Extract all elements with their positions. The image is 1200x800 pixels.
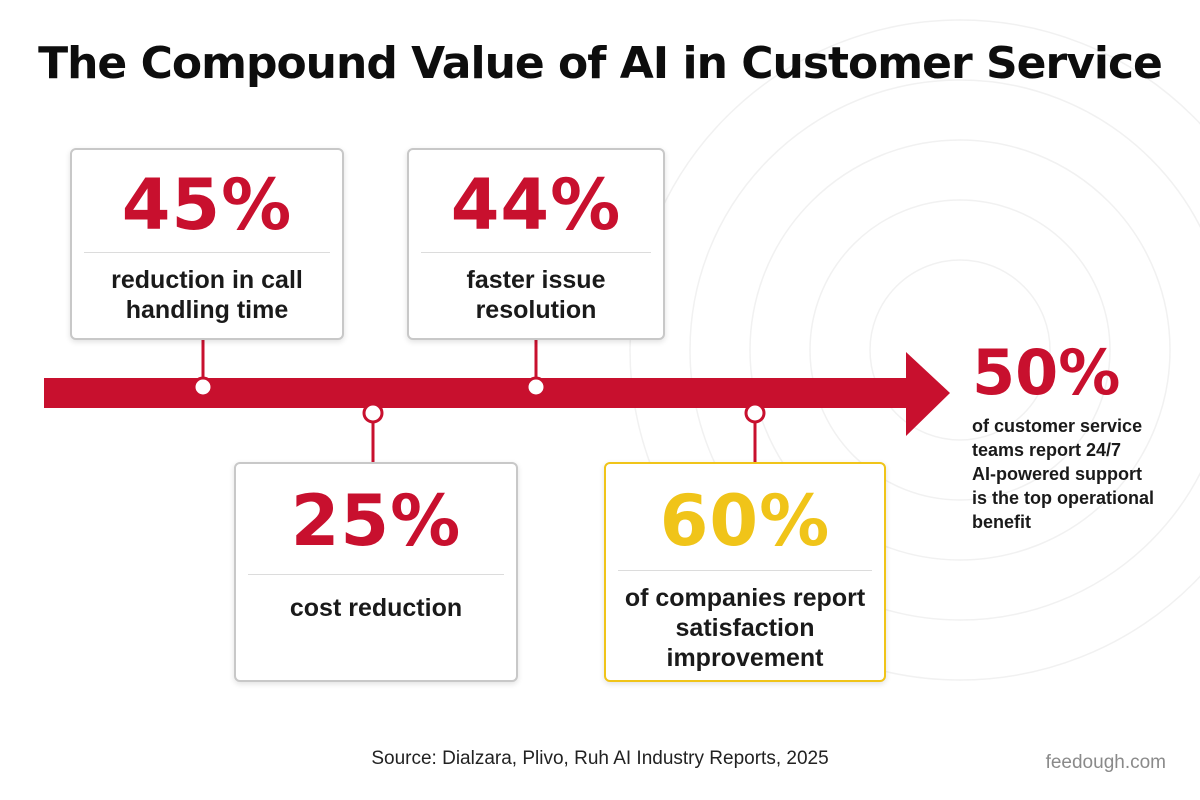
stat-label: faster issue resolution xyxy=(466,266,606,324)
final-stat-label: of customer service teams report 24/7 AI… xyxy=(972,416,1155,532)
timeline-arrowhead xyxy=(906,352,950,436)
timeline-node-satisfaction xyxy=(744,402,766,424)
stat-value: 45% xyxy=(121,164,293,246)
stat-label: of companies report satisfaction improve… xyxy=(624,584,866,672)
card-divider xyxy=(618,570,872,571)
stat-value: 44% xyxy=(450,164,622,246)
stat-card-satisfaction: 60% of companies report satisfaction imp… xyxy=(604,462,886,682)
stat-card-issue-resolution: 44% faster issue resolution xyxy=(407,148,665,340)
brand-watermark: feedough.com xyxy=(1045,752,1166,773)
card-divider xyxy=(248,574,504,575)
timeline-bar xyxy=(44,378,914,408)
stat-card-cost-reduction: 25% cost reduction xyxy=(234,462,518,682)
card-divider xyxy=(421,252,651,253)
final-stat-value: 50% xyxy=(972,336,1121,409)
stat-label: reduction in call handling time xyxy=(111,266,303,324)
stat-card-call-handling: 45% reduction in call handling time xyxy=(70,148,344,340)
stat-value: 25% xyxy=(290,480,462,562)
timeline-node-call xyxy=(192,376,214,398)
timeline-node-resolution xyxy=(525,376,547,398)
source-note: Source: Dialzara, Plivo, Ruh AI Industry… xyxy=(371,748,829,769)
stat-label: cost reduction xyxy=(289,594,463,622)
stat-value: 60% xyxy=(659,480,831,562)
card-divider xyxy=(84,252,330,253)
page-title: The Compound Value of AI in Customer Ser… xyxy=(38,38,1163,89)
final-stat: 50% of customer service teams report 24/… xyxy=(972,342,1192,534)
timeline-node-cost xyxy=(362,402,384,424)
